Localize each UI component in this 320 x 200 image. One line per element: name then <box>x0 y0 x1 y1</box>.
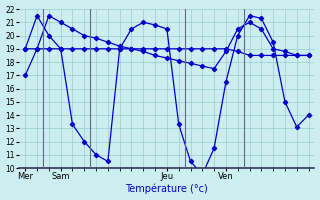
X-axis label: Température (°c): Température (°c) <box>125 184 208 194</box>
